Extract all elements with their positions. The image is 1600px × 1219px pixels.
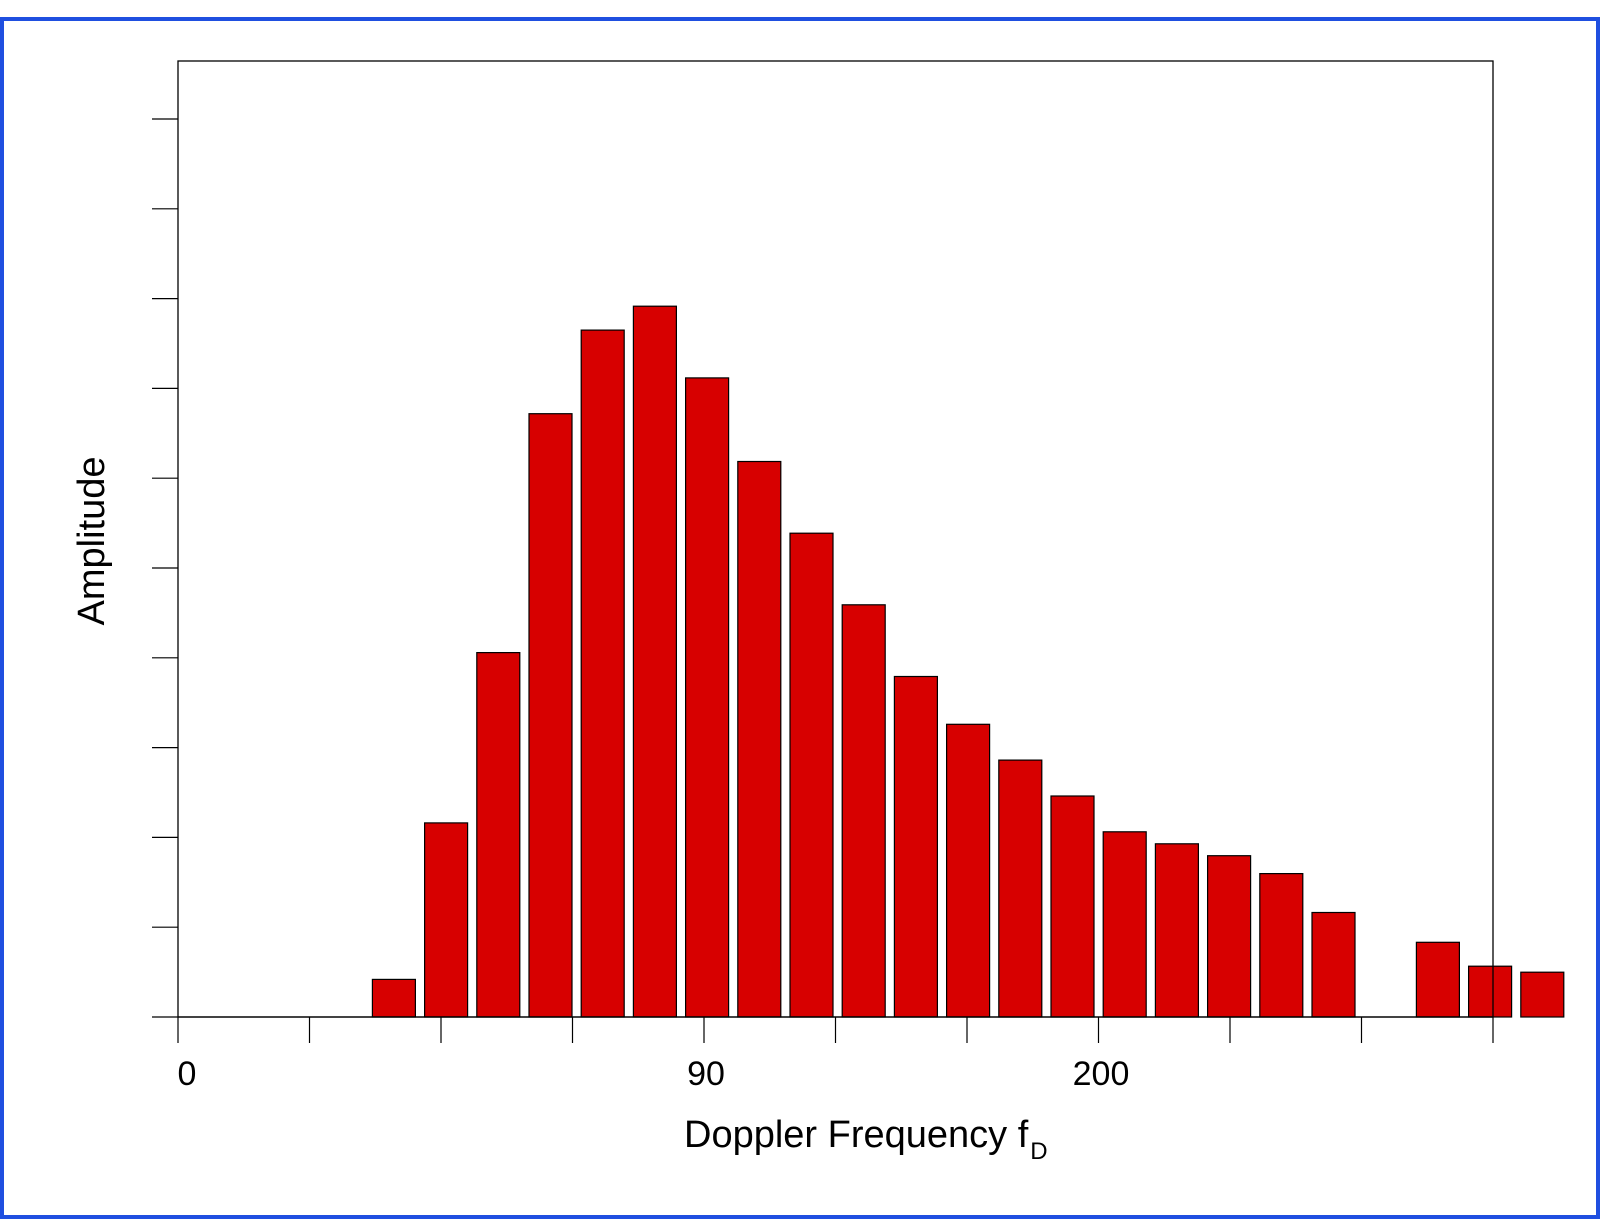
bar-16 [1050,795,1095,1018]
bar-8 [632,305,678,1018]
tick-labels-group: 0 90 200 [178,1055,1130,1093]
bar-chart: 0 90 200 Amplitude Doppler Frequency fD [71,60,1565,1165]
bar-4 [424,822,469,1018]
ticks-group [152,118,1494,1043]
bar-3 [371,978,416,1018]
x-tick-label: 200 [1073,1055,1130,1093]
x-tick-label: 90 [687,1055,725,1093]
bar-9 [684,377,730,1018]
bar-18 [1154,843,1200,1018]
bar-25 [1520,971,1565,1018]
bar-21 [1311,911,1356,1018]
bar-14 [945,723,991,1018]
bar-15 [998,759,1043,1018]
x-tick-label: 0 [178,1055,197,1093]
x-axis-label: Doppler Frequency fD [684,1114,1048,1165]
bar-5 [476,651,521,1018]
bar-12 [841,604,886,1018]
bar-20 [1259,872,1304,1018]
bar-17 [1102,831,1147,1018]
bar-6 [528,413,573,1018]
bar-24 [1467,965,1513,1018]
y-axis-label: Amplitude [71,457,113,626]
figure-frame: 0 90 200 Amplitude Doppler Frequency fD [0,17,1600,1219]
bars-group [371,305,1565,1018]
bar-7 [580,329,625,1018]
bar-13 [893,675,939,1018]
bar-11 [789,532,834,1018]
bar-10 [737,460,782,1018]
x-axis-label-main: Doppler Frequency f [684,1114,1029,1156]
x-axis-label-subscript: D [1030,1138,1047,1165]
bar-23 [1415,941,1461,1018]
bar-19 [1206,855,1252,1018]
